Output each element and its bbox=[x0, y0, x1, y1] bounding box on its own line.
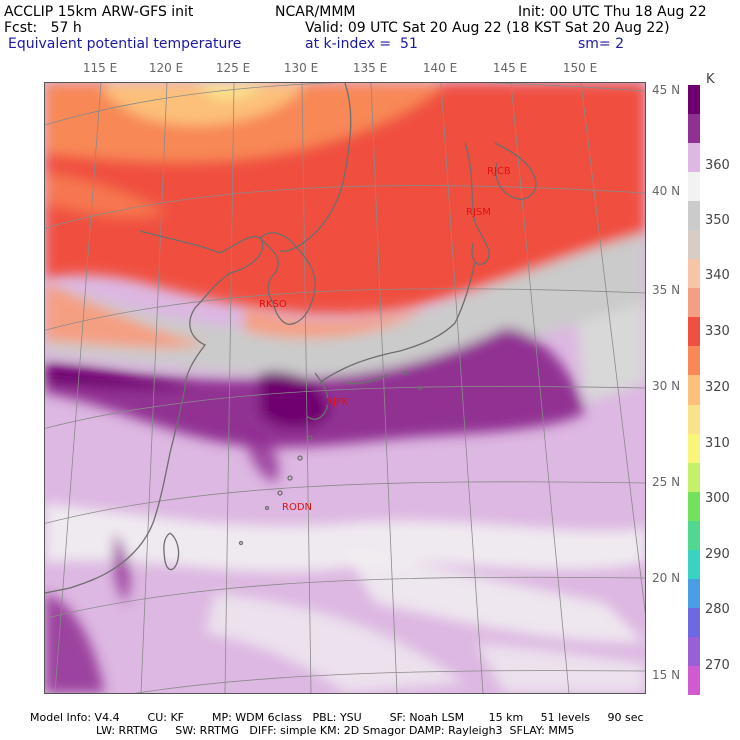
physics-info: LW: RRTMG SW: RRTMG DIFF: simple KM: 2D … bbox=[96, 724, 575, 737]
colorbar-label: 280 bbox=[705, 602, 730, 617]
graticule bbox=[45, 83, 645, 693]
station-label: RJFK bbox=[326, 397, 349, 408]
coastlines bbox=[45, 83, 537, 594]
colorbar-segment bbox=[688, 114, 700, 144]
map-svg: RJCB RJSM RKSO RJFK RODN bbox=[45, 83, 645, 693]
colorbar-segment bbox=[688, 607, 700, 638]
colorbar-segment bbox=[688, 462, 700, 493]
station-label: RJCB bbox=[487, 166, 511, 177]
colorbar-label: 270 bbox=[705, 658, 730, 673]
station-label: RJSM bbox=[466, 207, 491, 218]
colorbar-segment bbox=[688, 201, 700, 231]
colorbar-segment bbox=[688, 375, 700, 406]
lon-label: 145 E bbox=[492, 61, 528, 75]
colorbar-segment bbox=[688, 491, 700, 522]
colorbar-label: 320 bbox=[705, 380, 730, 395]
colorbar-segment bbox=[688, 259, 700, 289]
station-label: RODN bbox=[282, 502, 312, 513]
colorbar-segment bbox=[688, 636, 700, 667]
field-name: Equivalent potential temperature bbox=[8, 36, 242, 52]
colorbar-segment bbox=[688, 288, 700, 318]
lat-label: 35 N bbox=[652, 283, 681, 297]
colorbar-label: 300 bbox=[705, 491, 730, 506]
lon-label: 150 E bbox=[562, 61, 598, 75]
colorbar bbox=[688, 85, 700, 696]
colorbar-label: 340 bbox=[705, 268, 730, 283]
colorbar-segment bbox=[688, 549, 700, 580]
lon-label: 125 E bbox=[215, 61, 251, 75]
init-time: Init: 00 UTC Thu 18 Aug 22 bbox=[518, 4, 707, 20]
level-label: at k-index = 51 bbox=[305, 36, 418, 52]
lat-label: 25 N bbox=[652, 475, 681, 489]
lon-label: 115 E bbox=[82, 61, 118, 75]
lon-label: 140 E bbox=[422, 61, 458, 75]
lat-label: 30 N bbox=[652, 379, 681, 393]
center-label: NCAR/MMM bbox=[275, 4, 356, 20]
colorbar-segment bbox=[688, 520, 700, 551]
station-label: RKSO bbox=[259, 299, 287, 310]
colorbar-segment bbox=[688, 143, 700, 173]
colorbar-segment bbox=[688, 404, 700, 435]
colorbar-segment bbox=[688, 230, 700, 260]
colorbar-label: 310 bbox=[705, 436, 730, 451]
colorbar-segment bbox=[688, 346, 700, 376]
colorbar-segment bbox=[688, 172, 700, 202]
colorbar-segment bbox=[688, 578, 700, 609]
colorbar-segment bbox=[688, 85, 700, 115]
lat-label: 45 N bbox=[652, 83, 681, 97]
colorbar-label: 350 bbox=[705, 213, 730, 228]
lon-label: 130 E bbox=[283, 61, 319, 75]
model-info: Model Info: V4.4 CU: KF MP: WDM 6class P… bbox=[30, 711, 644, 724]
colorbar-label: 330 bbox=[705, 324, 730, 339]
colorbar-unit: K bbox=[706, 72, 715, 87]
valid-time: Valid: 09 UTC Sat 20 Aug 22 (18 KST Sat … bbox=[305, 20, 670, 36]
colorbar-label: 360 bbox=[705, 158, 730, 173]
colorbar-label: 290 bbox=[705, 547, 730, 562]
smoothing-label: sm= 2 bbox=[578, 36, 625, 52]
model-title: ACCLIP 15km ARW-GFS init bbox=[4, 4, 194, 20]
colorbar-segment bbox=[688, 317, 700, 347]
lon-label: 120 E bbox=[148, 61, 184, 75]
lon-label: 135 E bbox=[352, 61, 388, 75]
colorbar-segment bbox=[688, 433, 700, 464]
colorbar-segment bbox=[688, 665, 700, 696]
weather-map: RJCB RJSM RKSO RJFK RODN bbox=[44, 82, 646, 694]
forecast-hour: Fcst: 57 h bbox=[4, 20, 82, 36]
lat-label: 20 N bbox=[652, 571, 681, 585]
lat-label: 15 N bbox=[652, 668, 681, 682]
lat-label: 40 N bbox=[652, 184, 681, 198]
